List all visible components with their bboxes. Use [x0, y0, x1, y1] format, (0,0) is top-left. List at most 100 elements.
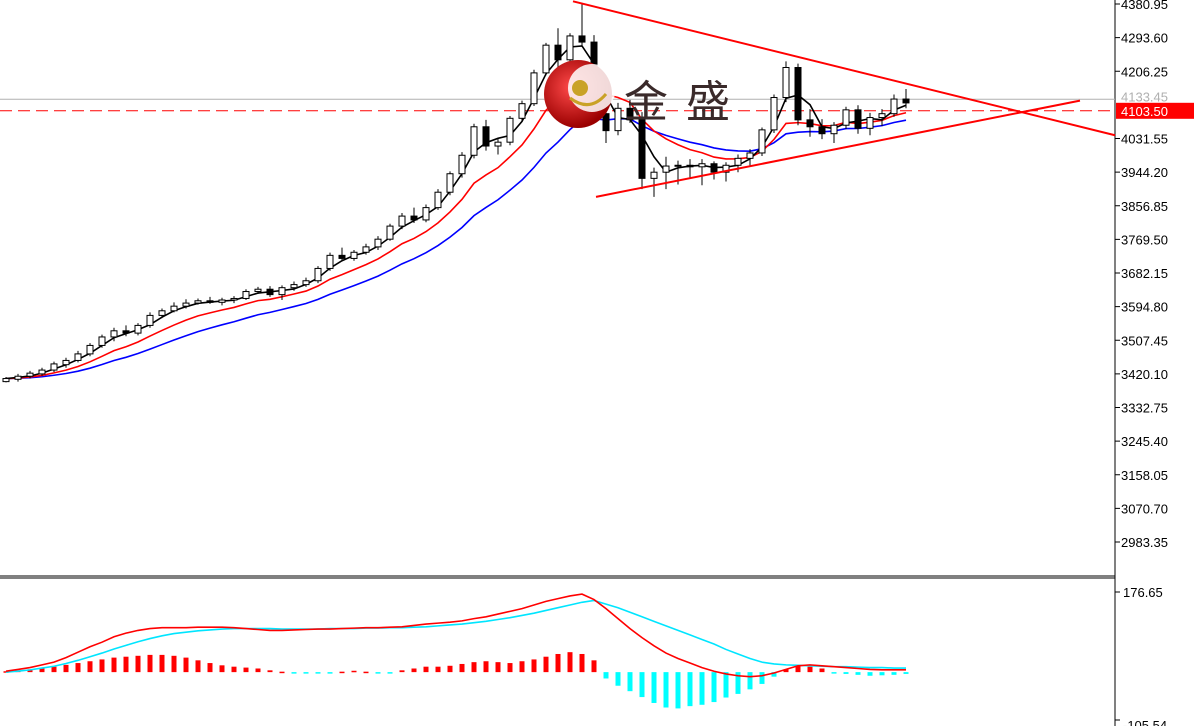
- candle-body: [710, 163, 718, 173]
- candle-body: [134, 324, 142, 334]
- candle-body: [386, 225, 394, 240]
- macd-bar: [819, 668, 825, 673]
- macd-bar: [867, 672, 873, 676]
- candle-body: [506, 117, 514, 143]
- candle-body: [326, 254, 334, 269]
- macd-bar: [279, 671, 285, 674]
- candle-body: [566, 35, 574, 61]
- macd-bar: [579, 653, 585, 673]
- macd-bar: [255, 668, 261, 673]
- candle-body: [74, 353, 82, 361]
- current-price-badge: [1116, 102, 1194, 119]
- candle-body: [158, 310, 166, 316]
- macd-bar: [111, 657, 117, 673]
- price-axis-tick-label: 3682.15: [1121, 266, 1168, 281]
- macd-bar: [807, 666, 813, 673]
- candle-body: [842, 109, 850, 126]
- price-axis-tick-label: 3944.20: [1121, 165, 1168, 180]
- macd-bar: [735, 672, 741, 694]
- candle-body: [782, 66, 790, 99]
- macd-bar: [315, 672, 321, 674]
- candle-body: [146, 314, 154, 326]
- candle-body: [638, 119, 646, 179]
- macd-bar: [195, 660, 201, 673]
- macd-bar: [783, 669, 789, 673]
- price-axis-tick-label: 3594.80: [1121, 300, 1168, 315]
- macd-bar: [567, 652, 573, 673]
- macd-bar: [795, 665, 801, 673]
- candle-body: [794, 66, 802, 121]
- macd-bar: [63, 664, 69, 673]
- macd-bar: [543, 656, 549, 673]
- macd-bar: [615, 672, 621, 686]
- candle-body: [866, 117, 874, 129]
- candle-body: [350, 251, 358, 259]
- candle-body: [278, 287, 286, 296]
- macd-axis-tick-label: 176.65: [1123, 585, 1163, 600]
- price-axis-tick-label: 3245.40: [1121, 434, 1168, 449]
- macd-bar: [459, 663, 465, 673]
- candle-body: [734, 157, 742, 166]
- ma-slow-line: [5, 117, 907, 380]
- macd-bar: [219, 665, 225, 673]
- candle-body: [122, 330, 130, 334]
- watermark: 金 盛: [540, 58, 760, 138]
- candle-body: [494, 141, 502, 147]
- macd-signal-line: [5, 599, 906, 673]
- macd-axis: 176.65 -105.54: [1115, 585, 1167, 726]
- candle-body: [290, 284, 298, 289]
- macd-bar: [171, 655, 177, 673]
- candle-body: [902, 98, 910, 104]
- macd-bar: [591, 660, 597, 673]
- macd-bar: [51, 666, 57, 673]
- candle-body: [170, 305, 178, 312]
- macd-bar: [507, 663, 513, 673]
- candle-body: [230, 297, 238, 301]
- macd-bar: [651, 672, 657, 703]
- candle-body: [518, 103, 526, 119]
- candle-body: [254, 288, 262, 293]
- macd-bar: [471, 662, 477, 673]
- macd-bar: [831, 672, 837, 674]
- macd-bar: [39, 668, 45, 673]
- price-axis-tick-label: 2983.35: [1121, 535, 1168, 550]
- ma-mid-line: [5, 74, 907, 380]
- macd-bar: [555, 653, 561, 673]
- trendline-upper[interactable]: [572, 0, 1116, 137]
- candle-body: [242, 291, 250, 299]
- candle-body: [554, 44, 562, 61]
- watermark-text: 金 盛: [624, 77, 732, 128]
- price-axis-tick-label: 4293.60: [1121, 31, 1168, 46]
- macd-bar: [375, 672, 381, 674]
- macd-bar: [447, 665, 453, 673]
- macd-bar: [159, 654, 165, 673]
- macd-bar: [399, 670, 405, 673]
- macd-bar: [627, 672, 633, 692]
- macd-bar: [123, 656, 129, 673]
- price-axis-tick-label: 3507.45: [1121, 333, 1168, 348]
- price-axis-tick-label: 4380.95: [1121, 0, 1168, 12]
- candle-body: [2, 378, 10, 383]
- macd-bar: [387, 672, 393, 674]
- macd-bar: [351, 670, 357, 673]
- candle-body: [578, 35, 586, 43]
- price-axis: 4380.95 4293.60 4206.25 4031.55 3944.20 3856.…: [1115, 0, 1168, 550]
- candle-body: [722, 164, 730, 173]
- macd-bar: [327, 672, 333, 674]
- candle-body: [662, 165, 670, 173]
- macd-bar: [747, 672, 753, 690]
- candle-body: [542, 44, 550, 74]
- macd-bar: [891, 672, 897, 675]
- trendline-lower[interactable]: [595, 99, 1081, 198]
- macd-bar: [291, 672, 297, 674]
- macd-bar: [759, 672, 765, 684]
- candle-body: [338, 254, 346, 259]
- candle-body: [626, 107, 634, 121]
- candle-body: [410, 215, 418, 221]
- candle-body: [614, 107, 622, 132]
- candle-body: [182, 302, 190, 307]
- macd-bar: [339, 671, 345, 674]
- candle-body: [854, 109, 862, 129]
